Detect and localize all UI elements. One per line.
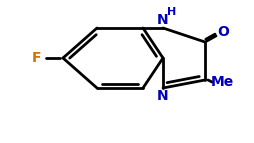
Text: N: N xyxy=(156,89,168,103)
Text: N: N xyxy=(156,13,168,27)
Text: O: O xyxy=(216,25,228,39)
Text: Me: Me xyxy=(210,75,233,89)
Text: F: F xyxy=(32,51,42,65)
Text: H: H xyxy=(167,7,176,17)
